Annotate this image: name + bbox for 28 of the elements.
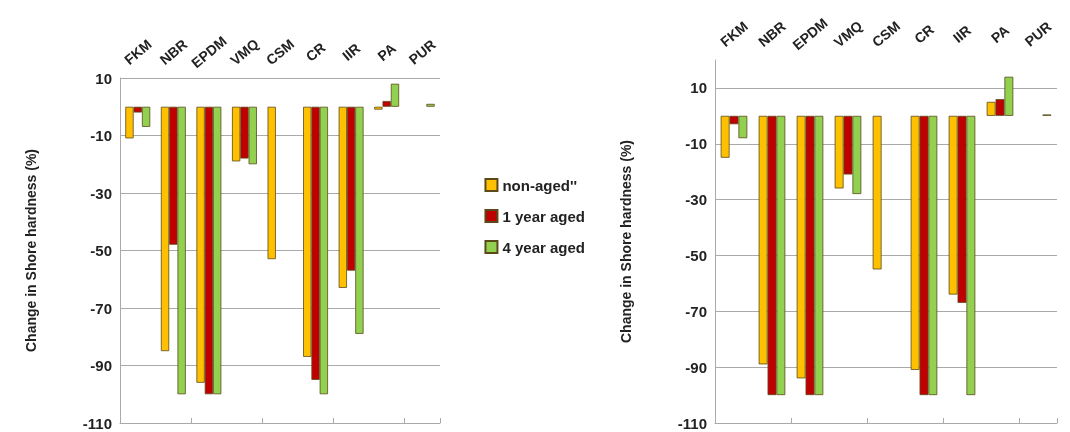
bar (872, 115, 882, 270)
x-tick-label: PA (987, 21, 1013, 47)
y-tick-label: -10 (90, 127, 112, 144)
y-tick-label: -50 (685, 246, 707, 264)
x-tick-label: CR (302, 39, 329, 65)
x-tick-label: PA (374, 39, 399, 65)
x-tick-label: IIR (339, 40, 364, 64)
y-tick-label: -50 (90, 242, 112, 259)
bar (426, 103, 435, 107)
x-tick-label: CR (911, 21, 937, 47)
y-tick-label: -70 (685, 302, 707, 320)
y-tick-label: -90 (90, 357, 112, 374)
legend-label: 1 year aged (502, 207, 586, 225)
y-axis-title: Change in Shore hardness (%) (23, 148, 39, 353)
y-tick-label: -70 (90, 299, 112, 317)
legend-label: 4 year aged (502, 238, 586, 256)
y-tick-label: 10 (690, 79, 707, 97)
legend-label: non-aged'' (502, 176, 578, 194)
y-axis-title: Change in Shore hardness (%) (618, 139, 634, 344)
y-tick-label: 10 (95, 69, 112, 87)
y-tick-label: -30 (685, 191, 707, 209)
y-tick-label: -30 (90, 184, 112, 202)
y-tick-label: -10 (685, 135, 707, 153)
x-tick-label: IIR (950, 22, 974, 46)
bar (267, 106, 276, 260)
y-tick-label: -90 (685, 358, 707, 376)
y-tick-label: -110 (677, 414, 707, 432)
y-tick-label: -110 (82, 414, 112, 432)
